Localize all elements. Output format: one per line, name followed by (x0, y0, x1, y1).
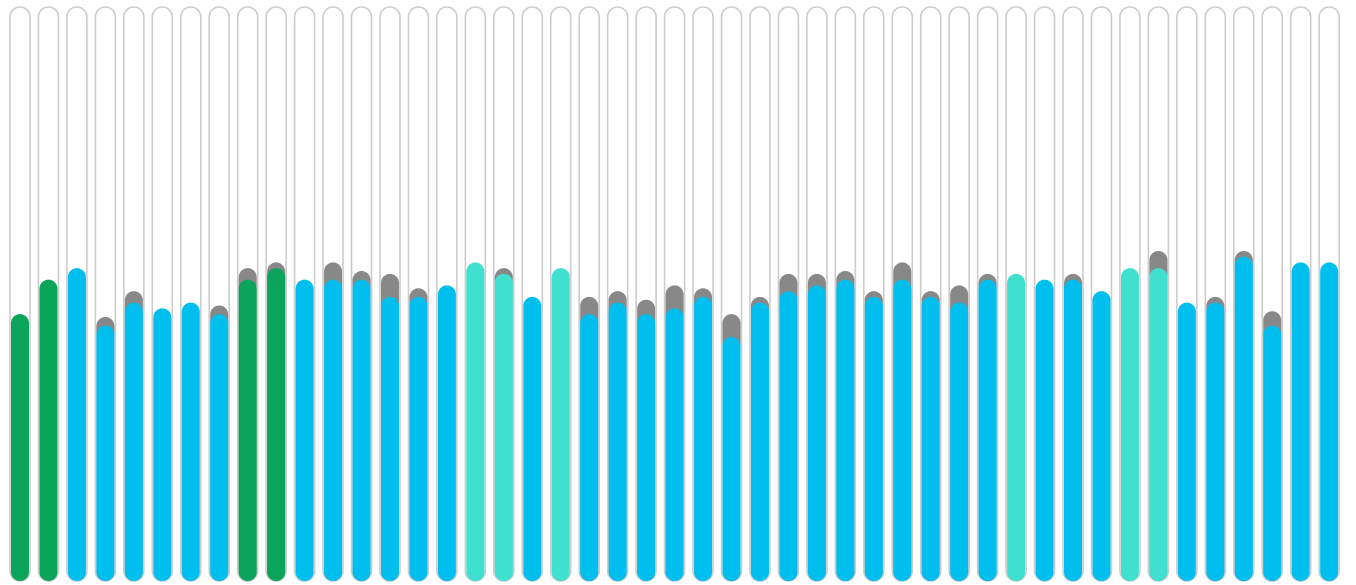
bar (267, 268, 286, 581)
bar (1007, 273, 1026, 581)
bar (96, 325, 115, 581)
bar (893, 279, 912, 581)
bar-group (919, 6, 942, 582)
bar (437, 285, 456, 581)
bar (39, 279, 58, 581)
bar (1320, 262, 1339, 581)
bar (295, 279, 314, 581)
bar-group (236, 6, 259, 582)
bar-group (1119, 6, 1141, 582)
bar-group (1062, 6, 1084, 582)
bar-group (806, 6, 828, 582)
bar-group (293, 6, 316, 582)
bar (494, 273, 513, 581)
bar-group (635, 6, 657, 582)
bar-group (322, 6, 344, 582)
bar (1092, 291, 1111, 581)
bar-group (66, 6, 88, 582)
bar (210, 314, 229, 581)
bar-group (265, 6, 287, 582)
bar (1035, 279, 1054, 581)
bar (153, 308, 172, 581)
bar-group (834, 6, 857, 582)
bar-group (1261, 6, 1284, 582)
bar (352, 279, 371, 581)
bar-group (521, 6, 544, 582)
bar (950, 302, 969, 581)
bar (67, 268, 86, 581)
bar-group (407, 6, 430, 582)
bar-group (976, 6, 999, 582)
bar-group (1090, 6, 1113, 582)
bar-group (151, 6, 174, 582)
bar (238, 279, 257, 581)
bar-group (1176, 6, 1198, 582)
bar (124, 302, 143, 581)
bar-group (1147, 6, 1170, 582)
bar-group (948, 6, 970, 582)
bar (181, 302, 200, 581)
bar (380, 296, 399, 581)
bar-group (1005, 6, 1027, 582)
bar-group (1204, 6, 1227, 582)
bar-group (208, 6, 231, 582)
bar (864, 296, 883, 581)
bar-group (663, 6, 686, 582)
bar-group (891, 6, 914, 582)
bar (1291, 262, 1310, 581)
bar-group (123, 6, 145, 582)
bar (409, 296, 428, 581)
bar (608, 302, 627, 581)
bar (665, 308, 684, 581)
bar (807, 285, 826, 581)
bar (722, 337, 741, 581)
bar-group (37, 6, 60, 582)
bar (1177, 302, 1196, 581)
bar-group (350, 6, 373, 582)
bar (551, 268, 570, 581)
bar-group (749, 6, 771, 582)
bar-group (692, 6, 714, 582)
bar-group (9, 6, 31, 582)
bar (1263, 325, 1282, 581)
bar-group (777, 6, 800, 582)
bar (11, 314, 29, 581)
bar (1149, 268, 1168, 581)
bar-group (436, 6, 458, 582)
bar (978, 279, 997, 581)
bar-group (862, 6, 885, 582)
bar-group (549, 6, 572, 582)
bar-group (464, 6, 487, 582)
bar-group (1318, 6, 1340, 582)
bar-group (1033, 6, 1056, 582)
bar-group (578, 6, 601, 582)
bar-group (493, 6, 515, 582)
bar (779, 291, 798, 581)
bar (324, 279, 343, 581)
bar (1064, 279, 1083, 581)
bar-group (1289, 6, 1312, 582)
bar-group (720, 6, 743, 582)
bar (1206, 302, 1225, 581)
bar-group (94, 6, 117, 582)
bar (1120, 268, 1139, 581)
bar (921, 296, 940, 581)
bar (523, 296, 542, 581)
bar (466, 262, 485, 581)
bar-group (179, 6, 202, 582)
bar-group (606, 6, 629, 582)
bar (637, 314, 656, 581)
bar (580, 314, 599, 581)
bar (750, 302, 769, 581)
bar-group (379, 6, 401, 582)
bar (836, 279, 855, 581)
bar-group (1232, 6, 1255, 582)
bar (1234, 256, 1253, 581)
bar (694, 296, 713, 581)
